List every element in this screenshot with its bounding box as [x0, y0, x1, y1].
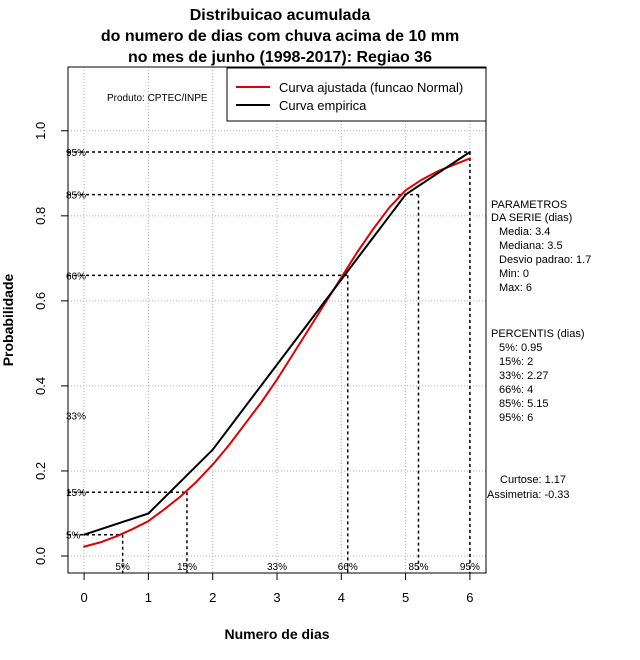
- product-label: Produto: CPTEC/INPE: [107, 93, 208, 104]
- y-tick-label: 0.0: [33, 547, 48, 565]
- series-line-ajustada: [83, 157, 471, 548]
- parametro-item: Min: 0: [499, 268, 529, 280]
- percentile-left-label: 66%: [66, 271, 86, 282]
- percentis-title: PERCENTIS (dias): [491, 328, 585, 340]
- x-tick-label: 2: [209, 590, 216, 605]
- percentil-item: 85%: 5.15: [499, 398, 549, 410]
- percentile-left-label: 85%: [66, 191, 86, 202]
- legend-label: Curva empirica: [279, 98, 367, 113]
- percentile-bottom-label: 15%: [177, 562, 197, 573]
- legend-label: Curva ajustada (funcao Normal): [279, 80, 463, 95]
- y-tick-label: 1.0: [33, 122, 48, 140]
- chart-title-line: no mes de junho (1998-2017): Regiao 36: [128, 49, 432, 66]
- percentil-item: 66%: 4: [499, 384, 533, 396]
- chart-title-line: Distribuicao acumulada: [190, 7, 371, 24]
- legend-box: [226, 67, 487, 122]
- assimetria-label: Assimetria: -0.33: [487, 489, 570, 501]
- y-axis-title: Probabilidade: [0, 274, 16, 367]
- percentile-bottom-label: 66%: [338, 562, 358, 573]
- curtose-label: Curtose: 1.17: [500, 474, 566, 486]
- chart-title-line: do numero de dias com chuva acima de 10 …: [101, 28, 459, 45]
- percentil-item: 95%: 6: [499, 412, 533, 424]
- percentil-item: 33%: 2.27: [499, 370, 549, 382]
- y-tick-label: 0.6: [33, 292, 48, 310]
- percentil-item: 15%: 2: [499, 356, 533, 368]
- percentile-left-label: 5%: [66, 531, 81, 542]
- parametro-item: Media: 3.4: [499, 226, 550, 238]
- percentile-left-label-33: 33%: [66, 412, 86, 423]
- percentile-left-label: 95%: [66, 148, 86, 159]
- parametro-item: Max: 6: [499, 282, 532, 294]
- series-line-empirica: [83, 151, 471, 536]
- parametro-item: Desvio padrao: 1.7: [499, 254, 591, 266]
- x-tick-label: 1: [145, 590, 152, 605]
- x-tick-label: 0: [80, 590, 87, 605]
- y-tick-label: 0.4: [33, 377, 48, 395]
- y-tick-label: 0.2: [33, 462, 48, 480]
- x-tick-label: 5: [402, 590, 409, 605]
- parametros-subtitle: DA SERIE (dias): [491, 212, 572, 224]
- percentile-bottom-label: 5%: [115, 562, 130, 573]
- parametro-item: Mediana: 3.5: [499, 240, 563, 252]
- percentil-item: 5%: 0.95: [499, 342, 542, 354]
- percentile-bottom-label-33: 33%: [267, 562, 287, 573]
- x-tick-label: 3: [273, 590, 280, 605]
- x-axis-title: Numero de dias: [224, 626, 329, 642]
- parametros-title: PARAMETROS: [491, 199, 567, 211]
- percentile-bottom-label: 85%: [408, 562, 428, 573]
- percentile-left-label: 15%: [66, 488, 86, 499]
- x-tick-label: 6: [466, 590, 473, 605]
- y-tick-label: 0.8: [33, 207, 48, 225]
- x-tick-label: 4: [338, 590, 345, 605]
- percentile-bottom-label: 95%: [460, 562, 480, 573]
